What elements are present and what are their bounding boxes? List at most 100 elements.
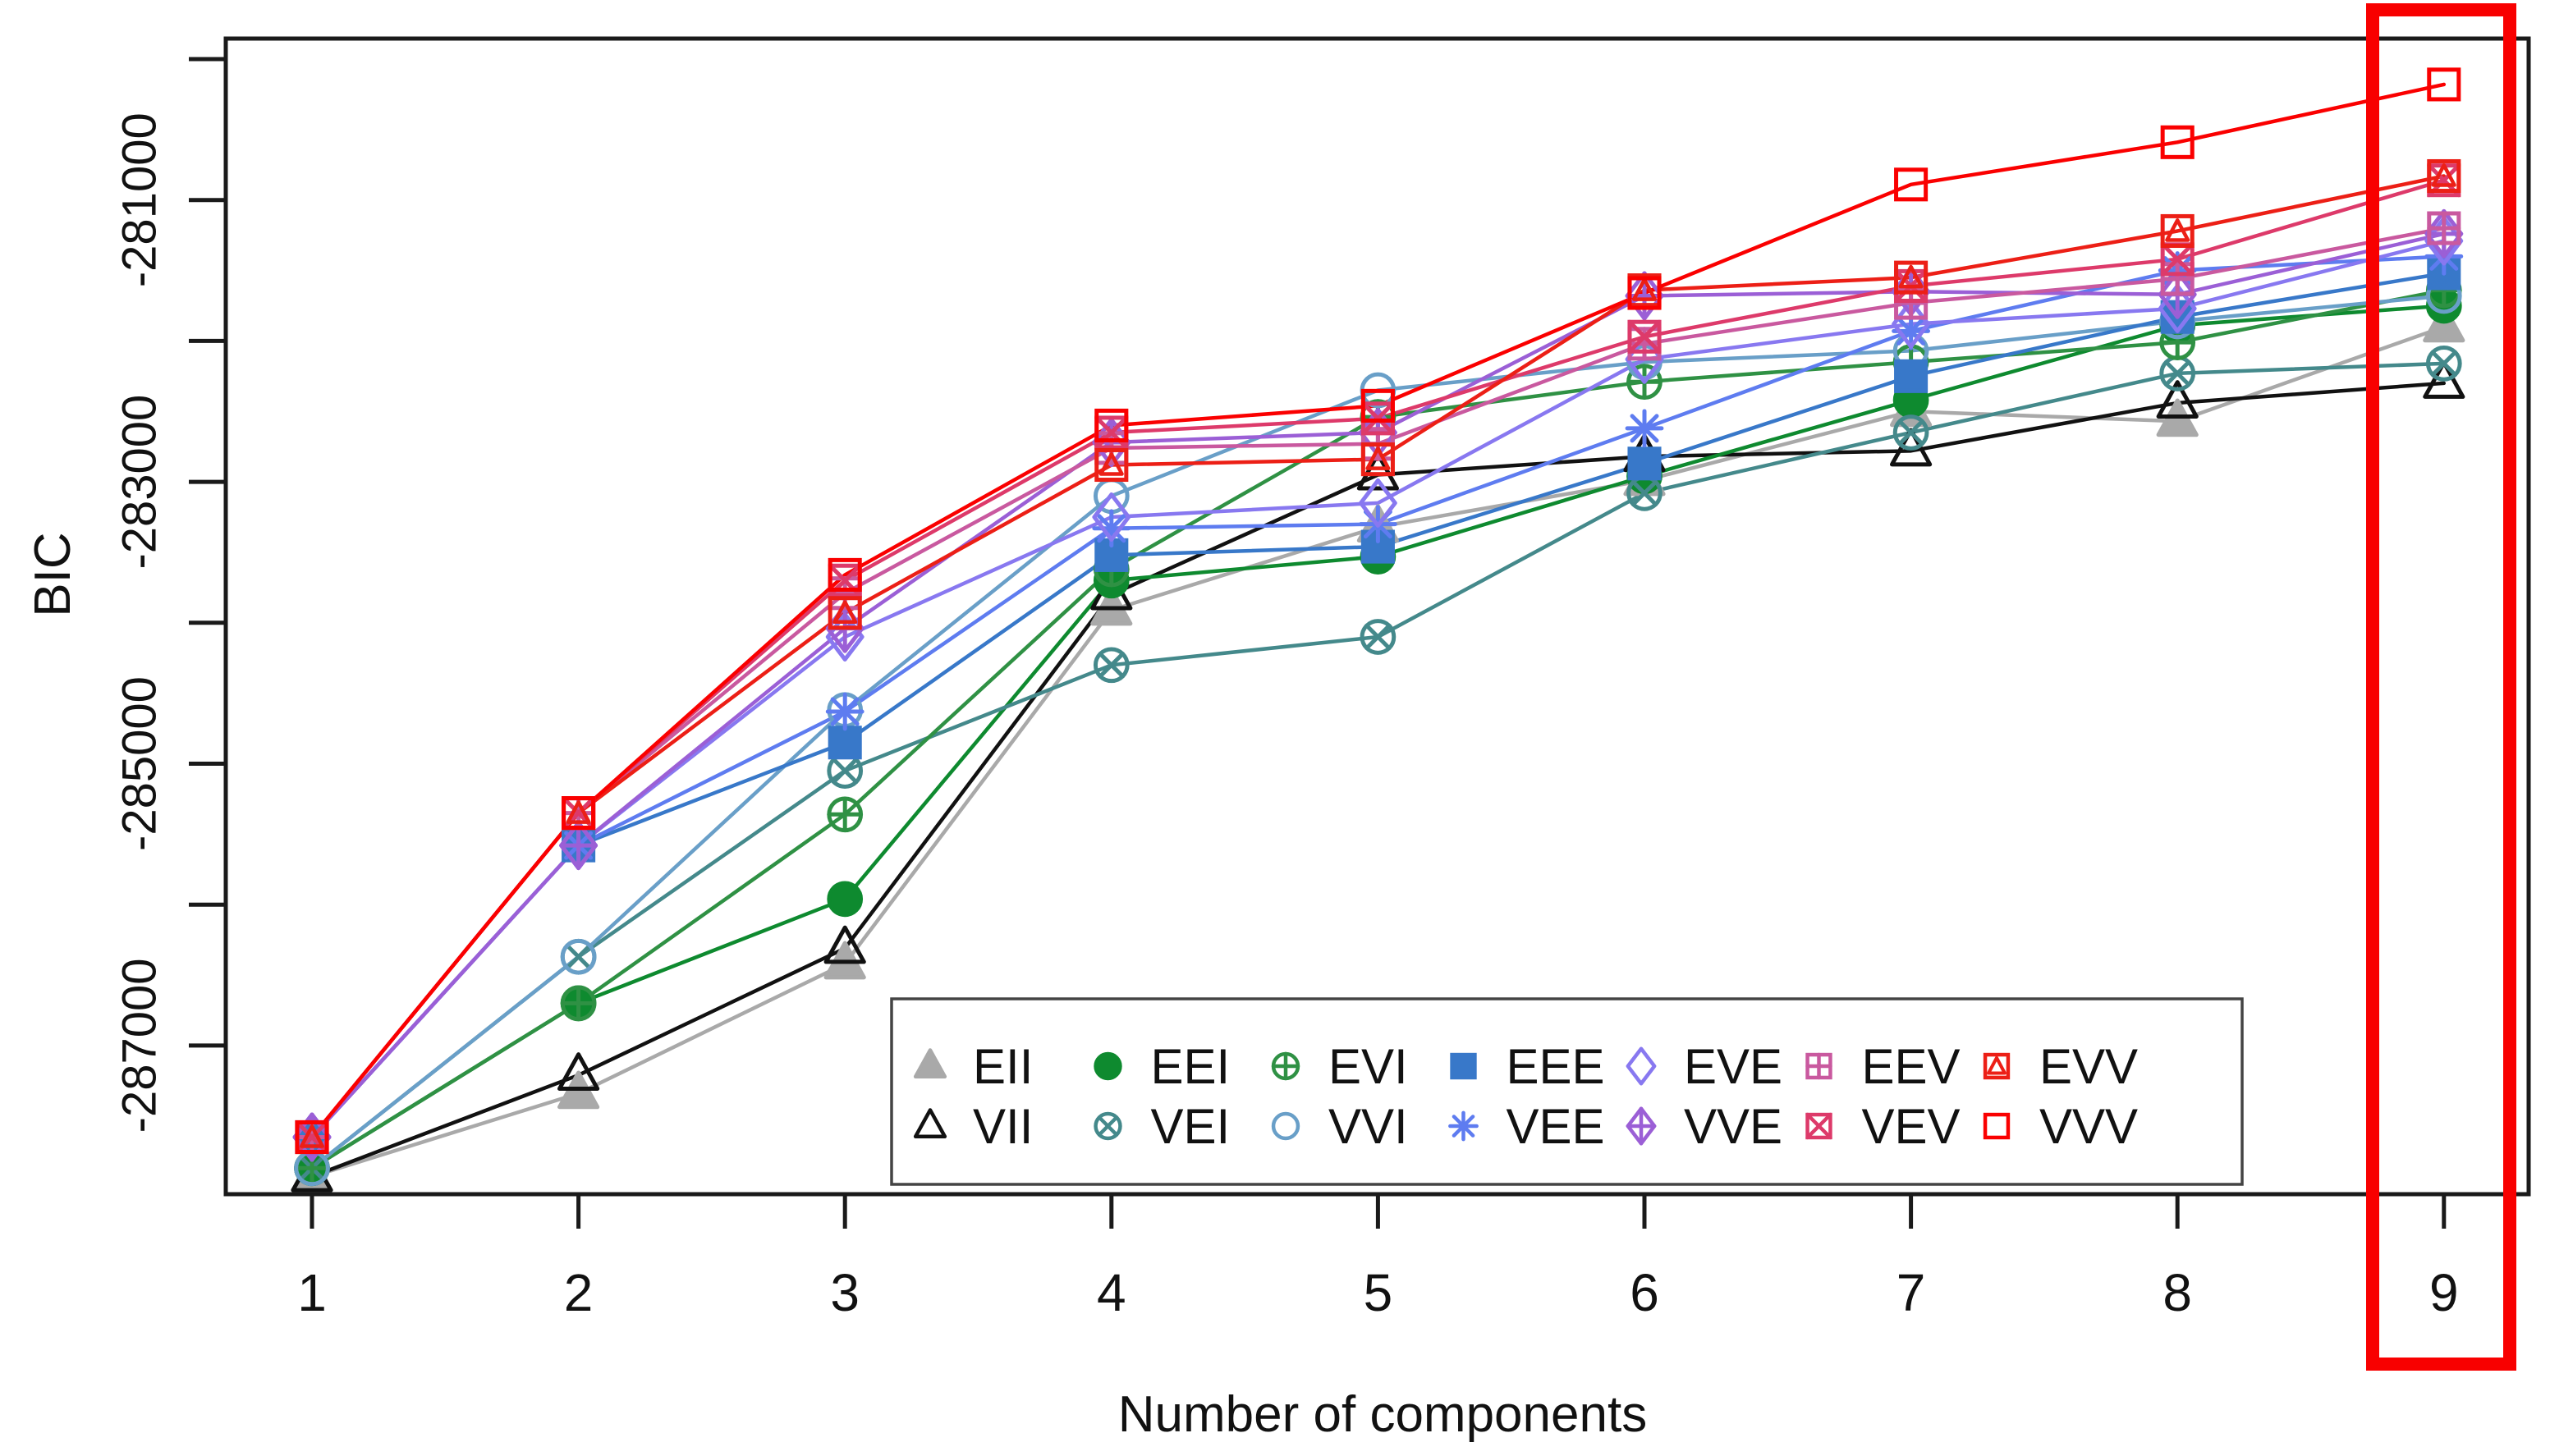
legend-item-VVV: VVV bbox=[1983, 1099, 2138, 1154]
marker-stroke bbox=[1097, 514, 1126, 543]
x-axis-tick-label: 6 bbox=[1630, 1263, 1659, 1322]
marker-square bbox=[1627, 446, 1662, 481]
legend-symbol-EEI bbox=[1094, 1051, 1122, 1081]
series-line-EVV bbox=[310, 174, 2447, 1139]
marker-VEI-7 bbox=[1892, 414, 1929, 451]
axes: 1 2 3 4 5 6 7 8 9 -281000 -283000 -285000 -287000 bbox=[113, 57, 2459, 1322]
marker-EVV-8 bbox=[2160, 213, 2195, 249]
legend-symbol-EEV bbox=[1805, 1052, 1832, 1080]
legend-box bbox=[890, 997, 2244, 1186]
legend-symbol-VII bbox=[913, 1108, 947, 1138]
series-line-VEV bbox=[310, 178, 2447, 1139]
marker-EVE-5 bbox=[1359, 478, 1397, 528]
marker-VVV-6 bbox=[1627, 276, 1662, 310]
marker-triangle bbox=[557, 1052, 600, 1091]
marker-square bbox=[1894, 260, 1929, 295]
marker-square bbox=[1094, 408, 1129, 442]
marker-square bbox=[1894, 167, 1929, 202]
marker-VVV-3 bbox=[828, 557, 862, 592]
legend-symbol-VEI bbox=[1094, 1111, 1122, 1141]
marker-square bbox=[1894, 359, 1929, 393]
marker-triangle bbox=[2156, 380, 2199, 419]
legend-item-VEV: VEV bbox=[1805, 1099, 1961, 1154]
marker-inner-triangle bbox=[299, 1124, 325, 1148]
marker-VII-3 bbox=[823, 925, 866, 964]
legend-item-label: VVV bbox=[2039, 1099, 2138, 1154]
marker-EEE-6 bbox=[1627, 446, 1662, 481]
marker-square bbox=[1627, 276, 1662, 310]
marker-diamond bbox=[1626, 1046, 1657, 1086]
x-axis-tick-label: 3 bbox=[830, 1263, 860, 1322]
marker-stroke bbox=[1630, 414, 1659, 443]
marker-VEI-5 bbox=[1360, 619, 1397, 655]
x-axis-tick-label: 2 bbox=[564, 1263, 594, 1322]
marker-EVV-9 bbox=[2427, 158, 2461, 194]
legend-symbol-EVE bbox=[1626, 1046, 1657, 1086]
marker-VEI-6 bbox=[1626, 474, 1663, 511]
marker-inner-triangle bbox=[1898, 264, 1924, 289]
marker-VEI-9 bbox=[2425, 346, 2462, 382]
marker-stroke bbox=[1098, 652, 1125, 679]
marker-square bbox=[1360, 388, 1395, 423]
marker-inner-triangle bbox=[1631, 277, 1658, 301]
legend-item-label: VEI bbox=[1151, 1099, 1231, 1154]
legend-item-label: VEV bbox=[1862, 1099, 1961, 1154]
marker-EEE-7 bbox=[1894, 359, 1929, 393]
legend-item-label: VEE bbox=[1507, 1099, 1605, 1154]
marker-square bbox=[828, 596, 862, 630]
marker-VII-9 bbox=[2423, 360, 2465, 399]
legend-symbol-EVV bbox=[1983, 1052, 2011, 1080]
marker-square bbox=[828, 557, 862, 592]
legend-symbol-EVI bbox=[1271, 1051, 1300, 1081]
legend-symbol-EII bbox=[913, 1048, 947, 1078]
legend-item-EEV: EEV bbox=[1805, 1039, 1961, 1094]
marker-stroke bbox=[565, 943, 592, 970]
marker-VEI-4 bbox=[1093, 647, 1130, 684]
marker-square bbox=[2427, 158, 2461, 194]
marker-VVV-8 bbox=[2160, 125, 2195, 159]
marker-stroke bbox=[1630, 479, 1658, 506]
marker-circle bbox=[1892, 414, 1929, 451]
marker-inner-triangle bbox=[1098, 452, 1124, 476]
marker-VEE-6 bbox=[1625, 409, 1664, 448]
marker-diamond bbox=[1092, 492, 1131, 543]
marker-EEI-3 bbox=[827, 881, 864, 918]
marker-VII-8 bbox=[2156, 380, 2199, 419]
marker-stroke bbox=[1094, 415, 1129, 450]
marker-stroke bbox=[830, 697, 860, 726]
marker-EEV-8 bbox=[2160, 262, 2195, 296]
marker-square bbox=[295, 1119, 329, 1155]
marker-EVE-4 bbox=[1092, 492, 1131, 543]
marker-stroke bbox=[1360, 401, 1395, 436]
marker-triangle bbox=[913, 1108, 947, 1138]
marker-VVV-1 bbox=[295, 1119, 329, 1155]
legend-item-label: EII bbox=[973, 1039, 1033, 1094]
marker-circle bbox=[827, 881, 864, 918]
legend-symbol-VVE bbox=[1626, 1106, 1657, 1146]
legend-item-label: EVV bbox=[2039, 1039, 2138, 1094]
legend-item-EEE: EEE bbox=[1450, 1039, 1605, 1094]
x-axis-tick-label: 9 bbox=[2429, 1263, 2459, 1322]
marker-square bbox=[1627, 319, 1662, 354]
marker-circle bbox=[1271, 1111, 1300, 1141]
series-line-EVE bbox=[310, 239, 2447, 1139]
legend-item-label: VII bbox=[973, 1099, 1033, 1154]
marker-stroke bbox=[1896, 316, 1926, 346]
marker-circle bbox=[1360, 619, 1397, 655]
marker-VEE-3 bbox=[825, 692, 865, 731]
marker-inner-triangle bbox=[2165, 218, 2190, 242]
legend-item-label: EEV bbox=[1862, 1039, 1961, 1094]
x-axis-title: Number of components bbox=[1118, 1386, 1647, 1443]
marker-square bbox=[828, 726, 862, 760]
x-axis-tick-label: 1 bbox=[297, 1263, 327, 1322]
legend-item-VVI: VVI bbox=[1271, 1099, 1408, 1154]
legend-item-EVE: EVE bbox=[1626, 1039, 1782, 1094]
highlight-rect-components-9 bbox=[2366, 3, 2516, 1371]
marker-VVV-2 bbox=[562, 796, 596, 831]
marker-stroke bbox=[2430, 350, 2457, 378]
marker-diamond bbox=[1359, 478, 1397, 528]
marker-circle bbox=[2425, 346, 2462, 382]
legend-item-label: VVI bbox=[1328, 1099, 1408, 1154]
marker-VII-5 bbox=[1356, 451, 1399, 491]
